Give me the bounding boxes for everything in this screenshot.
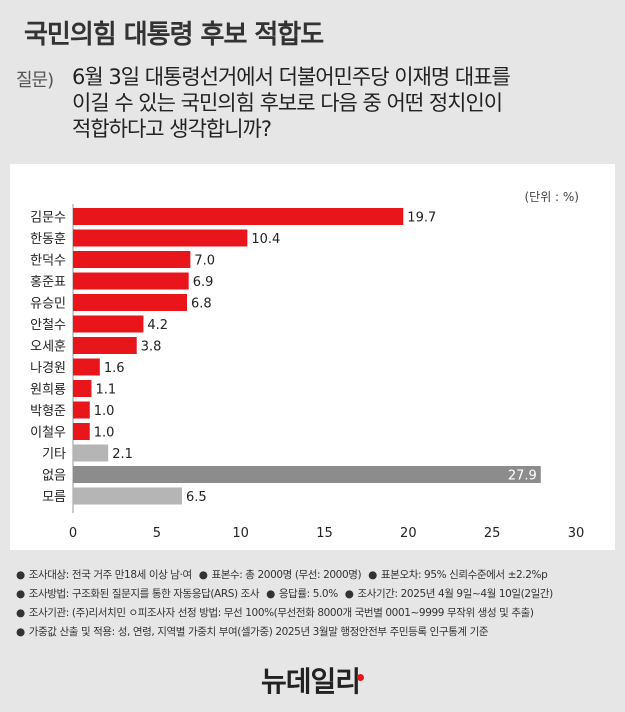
- category-label: 없음: [42, 469, 66, 484]
- brand-logo: 뉴데일리: [0, 660, 625, 700]
- bar-3: [73, 272, 189, 290]
- category-label: 원희룡: [30, 383, 66, 398]
- bar-11: [73, 444, 109, 462]
- footnote-row: ● 가중값 산출 및 적용: 성, 연령, 지역별 가중치 부여(셀가중) 202…: [16, 623, 616, 642]
- x-tick-label: 20: [400, 526, 417, 541]
- category-label: 홍준표: [30, 275, 66, 290]
- bar-13: [73, 487, 182, 505]
- unit-label: (단위 : %): [524, 190, 579, 204]
- category-label: 김문수: [30, 211, 66, 226]
- footnote-item: 표본오차: 95% 신뢰수준에서 ±2.2%p: [380, 569, 548, 581]
- bar-1: [73, 229, 248, 247]
- x-tick-label: 10: [232, 526, 249, 541]
- footnote-item: 조사방법: 구조화된 질문지를 통한 자동응답(ARS) 조사: [28, 588, 260, 600]
- bar-12: [73, 466, 541, 483]
- bar-0: [73, 208, 404, 225]
- category-label: 기타: [42, 447, 66, 462]
- footnote-item: 표본수: 총 2000명 (무선: 2000명): [211, 569, 362, 581]
- question-line: 적합하다고 생각합니까?: [72, 117, 272, 141]
- value-label: 6.9: [193, 275, 214, 290]
- chart-panel: (단위 : %) 김문수 19.7 한동훈 10.4 한덕수 7.0 홍준표 6.9 유승민 6.…: [10, 164, 615, 550]
- category-label: 나경원: [30, 361, 66, 376]
- bar-4: [73, 294, 188, 311]
- x-tick-label: 30: [568, 526, 585, 541]
- value-label: 6.5: [186, 490, 207, 505]
- footnote-row: ● 조사방법: 구조화된 질문지를 통한 자동응답(ARS) 조사 ● 응답률: 5…: [16, 585, 616, 604]
- x-tick-label: 0: [69, 526, 77, 541]
- bar-5: [73, 315, 144, 333]
- value-label: 7.0: [194, 254, 215, 269]
- bar-8: [73, 380, 92, 397]
- logo-dot-icon: [357, 673, 365, 681]
- value-label: 4.2: [147, 318, 168, 333]
- value-label: 6.8: [191, 297, 212, 312]
- bullet-icon: ●: [368, 569, 377, 581]
- x-tick-label: 5: [153, 526, 161, 541]
- value-label: 1.0: [94, 426, 115, 441]
- category-label: 한동훈: [30, 232, 66, 247]
- bullet-icon: ●: [344, 588, 354, 600]
- value-label: 1.1: [95, 383, 116, 398]
- value-label: 10.4: [251, 232, 280, 247]
- bullet-icon: ●: [16, 607, 25, 619]
- category-label: 한덕수: [30, 254, 66, 269]
- question-prefix: 질문): [16, 70, 54, 91]
- question-text: 6월 3일 대통령선거에서 더불어민주당 이재명 대표를 이길 수 있는 국민의…: [72, 64, 612, 142]
- category-label: 모름: [42, 490, 66, 505]
- value-label: 1.0: [94, 404, 115, 419]
- bullet-icon: ●: [198, 569, 208, 581]
- value-label: 1.6: [104, 361, 125, 376]
- bar-10: [73, 423, 90, 440]
- bar-2: [73, 251, 191, 268]
- bar-6: [73, 337, 137, 354]
- bar-9: [73, 401, 90, 419]
- footnote-row: ● 조사기관: (주)리서치민 ㅇ피조사자 선정 방법: 무선 100%(무선전화…: [16, 604, 616, 623]
- page-title: 국민의힘 대통령 후보 적합도: [24, 20, 324, 50]
- bar-chart: 김문수 19.7 한동훈 10.4 한덕수 7.0 홍준표 6.9 유승민 6.8 안철수 4.2 오세…: [30, 204, 585, 541]
- footnote-item: 조사대상: 전국 거주 만18세 이상 남·여: [28, 569, 192, 581]
- footnote-item: 조사기관: (주)리서치민 ㅇ피조사자 선정 방법: 무선 100%(무선전화 …: [28, 607, 534, 619]
- question-line: 이길 수 있는 국민의힘 후보로 다음 중 어떤 정치인이: [72, 91, 503, 115]
- logo-text: 뉴데일리: [260, 665, 361, 698]
- category-label: 박형준: [30, 404, 66, 419]
- footnote-row: ● 조사대상: 전국 거주 만18세 이상 남·여 ● 표본수: 총 2000명 (…: [16, 566, 616, 585]
- category-label: 이철우: [30, 426, 66, 441]
- question-line: 6월 3일 대통령선거에서 더불어민주당 이재명 대표를: [72, 65, 511, 89]
- footnote-item: 응답률: 5.0%: [278, 588, 338, 600]
- footnote-item: 가중값 산출 및 적용: 성, 연령, 지역별 가중치 부여(셀가중) 2025…: [28, 626, 489, 638]
- category-label: 안철수: [30, 318, 66, 333]
- value-label: 27.9: [508, 469, 537, 484]
- value-label: 2.1: [112, 447, 133, 462]
- x-tick-label: 25: [484, 526, 501, 541]
- bullet-icon: ●: [16, 626, 25, 638]
- bullet-icon: ●: [16, 588, 25, 600]
- value-label: 3.8: [141, 340, 162, 355]
- footnote-item: 조사기간: 2025년 4월 9일~4월 10일(2일간): [357, 588, 554, 600]
- value-label: 19.7: [407, 211, 436, 226]
- category-label: 유승민: [30, 297, 66, 312]
- bullet-icon: ●: [266, 588, 275, 600]
- bar-7: [73, 358, 100, 376]
- x-tick-label: 15: [316, 526, 333, 541]
- footnotes: ● 조사대상: 전국 거주 만18세 이상 남·여 ● 표본수: 총 2000명 (…: [16, 566, 616, 642]
- category-label: 오세훈: [30, 340, 66, 355]
- bullet-icon: ●: [16, 569, 25, 581]
